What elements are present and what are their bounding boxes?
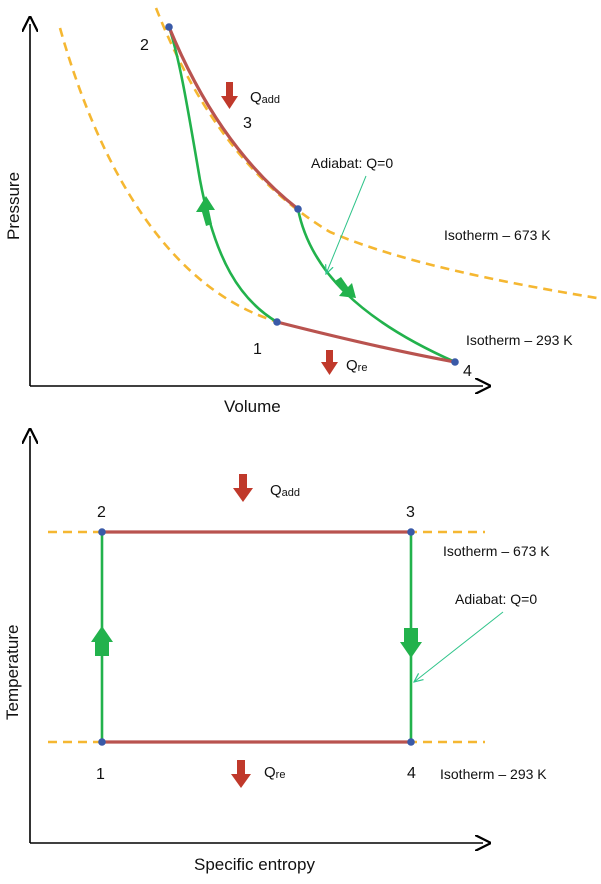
- ts-q-add-label: Qadd: [270, 482, 300, 499]
- pv-x-axis-label: Volume: [224, 397, 281, 416]
- ts-label-4: 4: [407, 765, 416, 782]
- ts-x-axis-label: Specific entropy: [194, 855, 315, 874]
- pv-q-add-label: Qadd: [250, 89, 280, 106]
- pv-isotherm-cold-label: Isotherm – 293 K: [466, 332, 573, 348]
- pv-q-re-arrow-icon: [321, 350, 338, 375]
- ts-label-2: 2: [97, 504, 106, 521]
- pv-isothermal-compression: [276, 320, 456, 364]
- ts-state-point-4: [407, 738, 415, 746]
- pv-adiabat-pointer: [326, 175, 367, 274]
- pv-isotherm-hot-label: Isotherm – 673 K: [444, 227, 551, 243]
- ts-q-add-arrow-icon: [233, 474, 253, 502]
- ts-y-axis-label: Temperature: [3, 625, 22, 720]
- pv-state-point-4: [451, 358, 459, 366]
- ts-state-point-3: [407, 528, 415, 536]
- pv-adiabat-compression: [167, 26, 278, 324]
- pv-q-re-label: Qre: [346, 357, 367, 374]
- pv-state-point-1: [273, 318, 281, 326]
- ts-label-1: 1: [96, 766, 105, 783]
- ts-adiabat-pointer: [414, 611, 504, 682]
- ts-label-3: 3: [406, 504, 415, 521]
- ts-compression-arrow-icon: [91, 626, 113, 656]
- ts-q-re-label: Qre: [264, 764, 285, 781]
- pv-label-4: 4: [463, 363, 472, 380]
- pv-adiabat-label: Adiabat: Q=0: [311, 155, 393, 171]
- pv-state-point-2: [165, 23, 173, 31]
- pv-q-add-arrow-icon: [221, 82, 238, 109]
- pv-diagram: 2 3 1 4 Qadd Qre Adiabat: Q=0 Isotherm –…: [4, 7, 598, 416]
- pv-label-3: 3: [243, 115, 252, 132]
- pv-isothermal-expansion: [167, 26, 299, 211]
- pv-adiabat-expansion: [296, 208, 456, 364]
- pv-isotherm-cold-dashed: [58, 27, 279, 324]
- ts-adiabat-label: Adiabat: Q=0: [455, 591, 537, 607]
- ts-q-re-arrow-icon: [231, 760, 251, 788]
- ts-expansion-arrow-icon: [400, 628, 422, 658]
- ts-state-point-2: [98, 528, 106, 536]
- pv-label-1: 1: [253, 341, 262, 358]
- ts-diagram: 2 3 1 4 Qadd Qre Adiabat: Q=0 Isotherm –…: [3, 436, 550, 874]
- ts-isotherm-hot-label: Isotherm – 673 K: [443, 543, 550, 559]
- ts-state-point-1: [98, 738, 106, 746]
- pv-isotherm-hot-dashed: [154, 7, 598, 300]
- pv-expansion-arrow-icon: [335, 277, 356, 298]
- ts-isotherm-cold-label: Isotherm – 293 K: [440, 766, 547, 782]
- pv-y-axis-label: Pressure: [4, 172, 23, 240]
- pv-label-2: 2: [140, 37, 149, 54]
- pv-state-point-3: [294, 205, 302, 213]
- pv-compression-arrow-icon: [196, 196, 215, 226]
